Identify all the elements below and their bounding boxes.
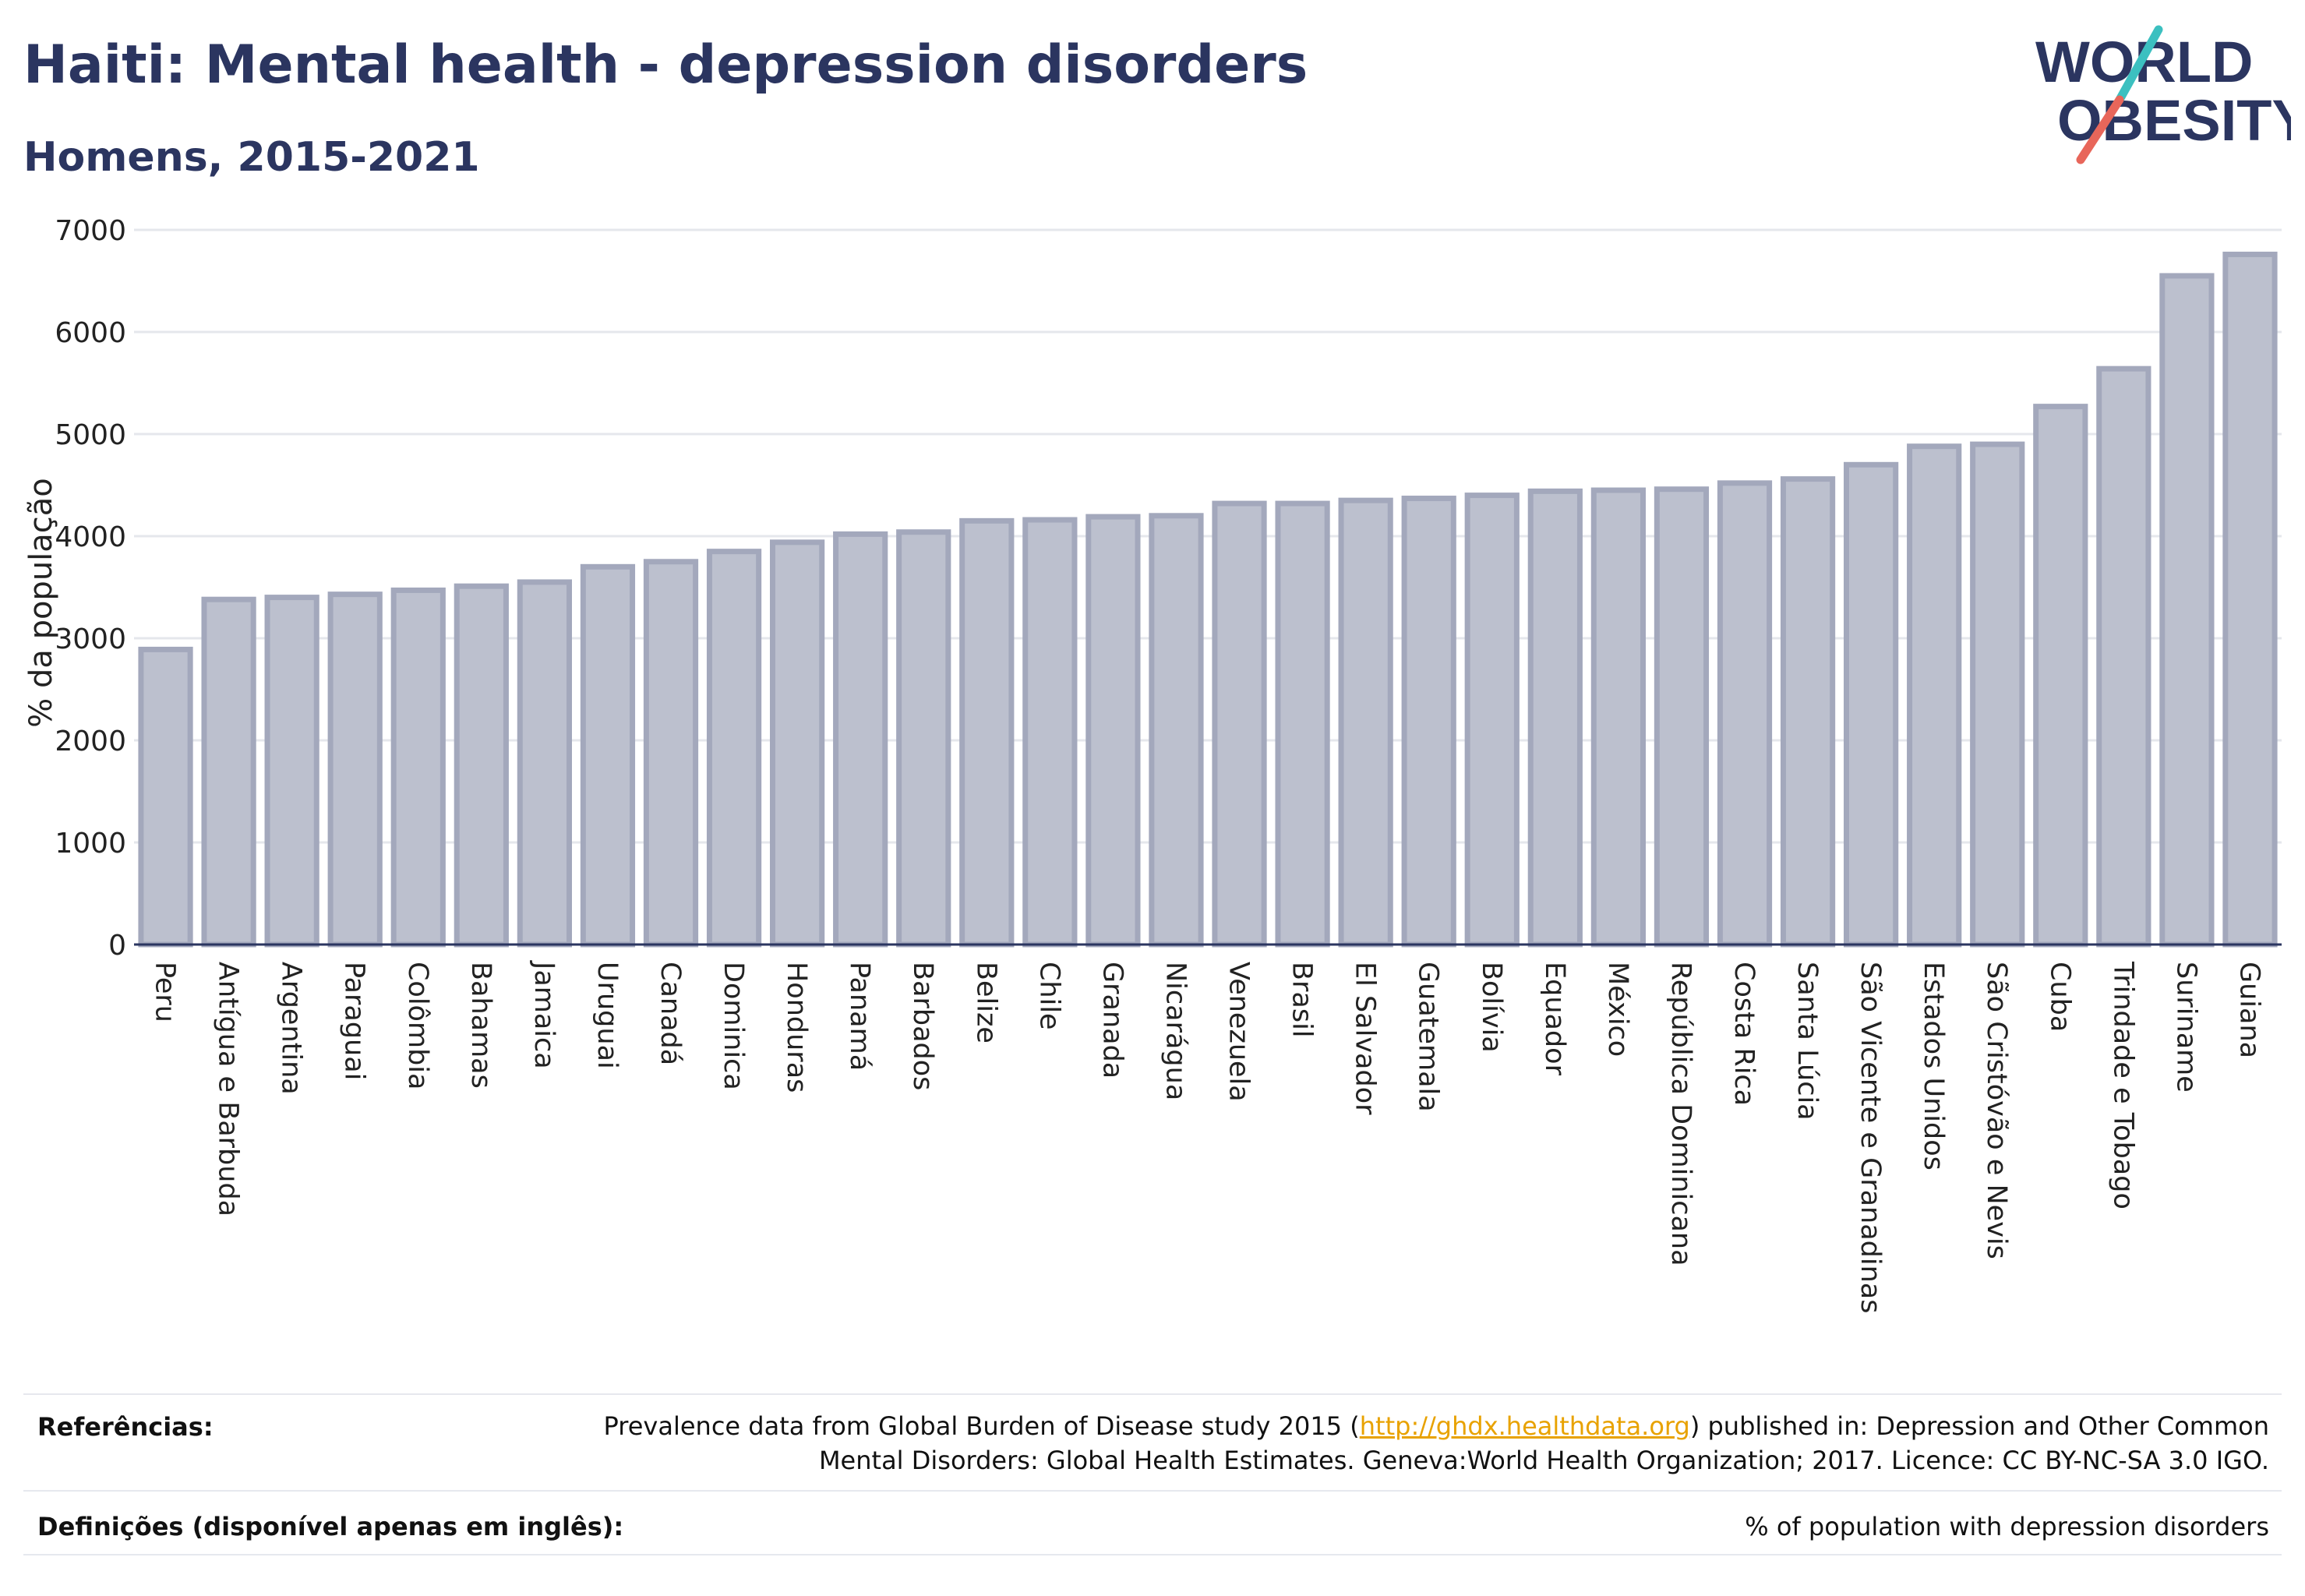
x-tick-label: Jamaica (528, 960, 559, 1069)
bar (1844, 461, 1899, 948)
y-axis-label: % da população (23, 478, 59, 728)
bar (1275, 500, 1330, 948)
references-text-after: ) published in: Depression and Other Com… (818, 1411, 2269, 1475)
bar (1907, 443, 1962, 948)
x-tick-label: Santa Lúcia (1791, 962, 1823, 1121)
x-tick-label: Estados Unidos (1918, 962, 1949, 1171)
x-tick-label: Cuba (2044, 962, 2075, 1032)
bar (643, 559, 699, 948)
x-tick-label: São Vicente e Granadinas (1855, 962, 1886, 1314)
x-tick-label: Paraguai (339, 962, 370, 1080)
bar (2159, 273, 2215, 948)
bar (138, 646, 193, 948)
bar (2222, 251, 2278, 948)
x-tick-label: Colômbia (402, 962, 433, 1089)
y-tick-label: 0 (108, 930, 126, 962)
footer-divider-middle (23, 1490, 2282, 1492)
bar (706, 549, 762, 948)
bar (201, 596, 256, 948)
x-tick-label: Guatemala (1413, 962, 1444, 1112)
x-tick-label: Bolívia (1476, 962, 1507, 1053)
bar (1338, 497, 1393, 948)
y-tick-label: 2000 (55, 726, 126, 757)
x-tick-label: Bahamas (465, 962, 496, 1089)
bar (1654, 486, 1710, 948)
bar (580, 563, 636, 948)
bar (1970, 441, 2025, 948)
x-tick-label: Guiana (2233, 962, 2264, 1058)
x-tick-label: Costa Rica (1728, 962, 1760, 1106)
x-tick-label: Nicarágua (1160, 962, 1191, 1100)
bar (1212, 500, 1267, 948)
chart-subtitle: Homens, 2015-2021 (23, 134, 480, 181)
definitions-text: % of population with depression disorder… (1745, 1512, 2269, 1541)
references-text: Prevalence data from Global Burden of Di… (555, 1409, 2269, 1478)
bar (1717, 480, 1773, 948)
x-tick-label: Peru (150, 962, 181, 1022)
x-tick-label: Granada (1096, 962, 1128, 1079)
footer-divider-bottom (23, 1554, 2282, 1555)
bar (2096, 365, 2151, 948)
x-tick-label: São Cristóvão e Nevis (1981, 962, 2012, 1259)
bar (1085, 514, 1141, 948)
bar (1780, 476, 1836, 948)
x-tick-label: Venezuela (1223, 962, 1255, 1102)
x-tick-label: Dominica (718, 962, 749, 1090)
x-tick-label: Brasil (1287, 962, 1318, 1038)
bar-layer (138, 251, 2278, 948)
x-tick-label: Panamá (844, 962, 875, 1071)
x-tick-label: Suriname (2170, 962, 2201, 1093)
bar (454, 583, 509, 948)
bar (1464, 493, 1520, 948)
y-tick-label: 5000 (55, 419, 126, 451)
definitions-label: Definições (disponível apenas em inglês)… (37, 1512, 624, 1541)
footer-divider-top (23, 1393, 2282, 1395)
bar (517, 579, 572, 948)
x-tick-label: Canadá (655, 962, 686, 1065)
references-text-before: Prevalence data from Global Burden of Di… (603, 1411, 1360, 1441)
x-tick-label: República Dominicana (1665, 962, 1696, 1266)
bar (1022, 517, 1078, 948)
bar (2033, 404, 2088, 948)
x-tick-label: Uruguai (591, 962, 623, 1069)
y-tick-label: 7000 (55, 215, 126, 247)
x-tick-label: Trindade e Tobago (2107, 961, 2138, 1209)
references-label: Referências: (37, 1412, 214, 1442)
bar (1149, 513, 1204, 948)
y-tick-label: 1000 (55, 828, 126, 860)
chart-title: Haiti: Mental health - depression disord… (23, 34, 1308, 96)
bar (1401, 496, 1456, 948)
x-tick-label: Belize (970, 962, 1001, 1043)
world-obesity-logo: WORLD OBESITY (2035, 25, 2291, 164)
x-tick-label: Antígua e Barbuda (213, 962, 244, 1216)
logo-slash-red (2076, 95, 2124, 164)
bar (327, 591, 383, 948)
x-tick-layer: Peru Antígua e Barbuda Argentina Paraguai Co… (150, 960, 2265, 1314)
bar (833, 531, 888, 948)
logo-slash-teal (2115, 25, 2163, 104)
bar (1527, 488, 1583, 948)
bar (264, 595, 319, 948)
bar (770, 539, 825, 948)
x-tick-label: Equador (1539, 962, 1570, 1076)
x-tick-label: México (1602, 962, 1633, 1057)
y-tick-layer: 0 1000 2000 3000 4000 5000 6000 7000 (55, 215, 126, 962)
bar (896, 529, 951, 948)
bar (1590, 487, 1646, 948)
x-tick-label: Honduras (781, 962, 812, 1093)
y-tick-label: 4000 (55, 521, 126, 553)
y-tick-label: 3000 (55, 623, 126, 655)
x-tick-label: Argentina (276, 962, 307, 1095)
bar-chart: 0 1000 2000 3000 4000 5000 6000 7000 Peru Antígu… (23, 215, 2282, 1314)
bar (390, 587, 446, 948)
references-link[interactable]: http://ghdx.healthdata.org (1359, 1411, 1690, 1441)
x-tick-label: Barbados (907, 962, 938, 1090)
x-tick-label: El Salvador (1350, 962, 1381, 1115)
bar (959, 517, 1015, 948)
x-tick-label: Chile (1033, 962, 1064, 1030)
y-tick-label: 6000 (55, 317, 126, 349)
